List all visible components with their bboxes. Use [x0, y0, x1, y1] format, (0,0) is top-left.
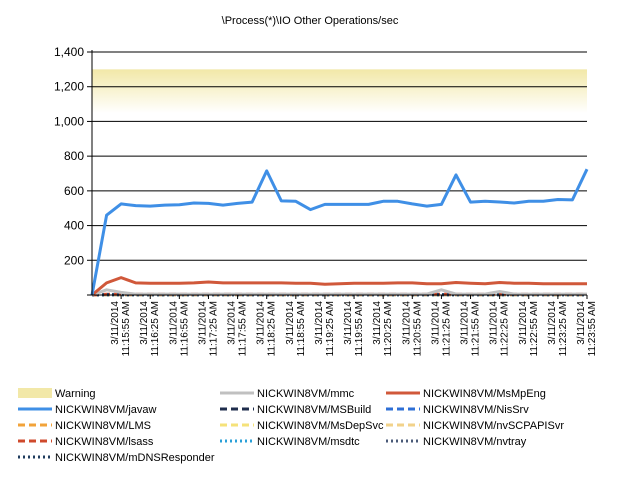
series-line-mmc — [91, 288, 587, 297]
legend-label: NICKWIN8VM/javaw — [55, 404, 157, 416]
legend-label: NICKWIN8VM/msdtc — [257, 436, 360, 448]
x-tick-date: 3/11/2014 — [256, 301, 267, 345]
x-tick-date: 3/11/2014 — [576, 301, 587, 345]
x-tick-time: 11:22:25 AM — [500, 301, 511, 356]
x-tick-time: 11:19:25 AM — [325, 301, 336, 356]
y-tick-label: 1,200 — [54, 80, 84, 94]
x-tick-date: 3/11/2014 — [110, 301, 121, 345]
gridlines — [92, 51, 587, 261]
legend-label: NICKWIN8VM/nvtray — [423, 436, 527, 448]
legend-label: NICKWIN8VM/LMS — [55, 420, 151, 432]
x-tick-labels: 3/11/2014 11:15:55 AM 3/11/2014 11:16:25 AM… — [110, 295, 598, 356]
x-tick-time: 11:23:55 AM — [587, 301, 598, 356]
x-tick-date: 3/11/2014 — [227, 301, 238, 345]
x-tick-date: 3/11/2014 — [168, 301, 179, 345]
x-tick-date: 3/11/2014 — [285, 301, 296, 345]
warning-band-layer — [92, 69, 587, 113]
y-tick-label: 400 — [64, 219, 84, 233]
x-tick-time: 11:17:25 AM — [209, 301, 220, 356]
legend-label: NICKWIN8VM/MSBuild — [257, 404, 371, 416]
legend-label: NICKWIN8VM/mDNSResponder — [55, 452, 215, 464]
y-tick-labels: 200 400 600 800 1,000 1,200 1,400 — [54, 45, 84, 267]
x-tick-time: 11:15:55 AM — [121, 301, 132, 356]
x-tick-date: 3/11/2014 — [198, 301, 209, 345]
x-tick-time: 11:18:55 AM — [296, 301, 307, 356]
y-tick-label: 1,400 — [54, 45, 84, 59]
x-tick-date: 3/11/2014 — [489, 301, 500, 345]
legend-label: NICKWIN8VM/MsMpEng — [423, 388, 546, 400]
x-tick-time: 11:18:25 AM — [267, 301, 278, 356]
series-line-javaw — [90, 168, 589, 296]
x-tick-time: 11:21:55 AM — [471, 301, 482, 356]
x-tick-time: 11:20:25 AM — [383, 301, 394, 356]
x-tick-date: 3/11/2014 — [372, 301, 383, 345]
x-tick-time: 11:23:25 AM — [558, 301, 569, 356]
x-tick-time: 11:16:25 AM — [150, 301, 161, 356]
legend: Warning NICKWIN8VM/mmc NICKWIN8VM/MsMpEng N… — [18, 388, 564, 464]
x-tick-time: 11:20:55 AM — [412, 301, 423, 356]
x-tick-time: 11:16:55 AM — [179, 301, 190, 356]
x-tick-time: 11:22:55 AM — [529, 301, 540, 356]
legend-swatch-warning — [18, 388, 52, 398]
y-tick-label: 600 — [64, 184, 84, 198]
legend-label: NICKWIN8VM/NisSrv — [423, 404, 529, 416]
x-tick-date: 3/11/2014 — [547, 301, 558, 345]
chart-title: \Process(*)\IO Other Operations/sec — [222, 15, 399, 27]
legend-label: Warning — [55, 388, 96, 400]
x-tick-time: 11:17:55 AM — [238, 301, 249, 356]
x-tick-time: 11:21:25 AM — [441, 301, 452, 356]
series-line-msmpeng — [91, 276, 587, 297]
y-tick-label: 1,000 — [54, 114, 84, 128]
x-tick-date: 3/11/2014 — [460, 301, 471, 345]
x-tick-date: 3/11/2014 — [314, 301, 325, 345]
x-tick-date: 3/11/2014 — [139, 301, 150, 345]
legend-label: NICKWIN8VM/MsDepSvc — [257, 420, 384, 432]
x-tick-date: 3/11/2014 — [430, 301, 441, 345]
legend-label: NICKWIN8VM/lsass — [55, 436, 154, 448]
x-tick-date: 3/11/2014 — [343, 301, 354, 345]
legend-label: NICKWIN8VM/mmc — [257, 388, 355, 400]
x-tick-date: 3/11/2014 — [518, 301, 529, 345]
y-tick-label: 800 — [64, 149, 84, 163]
axes — [87, 50, 587, 296]
warning-band — [92, 69, 587, 113]
x-tick-date: 3/11/2014 — [401, 301, 412, 345]
x-tick-time: 11:19:55 AM — [354, 301, 365, 356]
y-tick-label: 200 — [64, 253, 84, 267]
legend-label: NICKWIN8VM/nvSCPAPISvr — [423, 420, 564, 432]
